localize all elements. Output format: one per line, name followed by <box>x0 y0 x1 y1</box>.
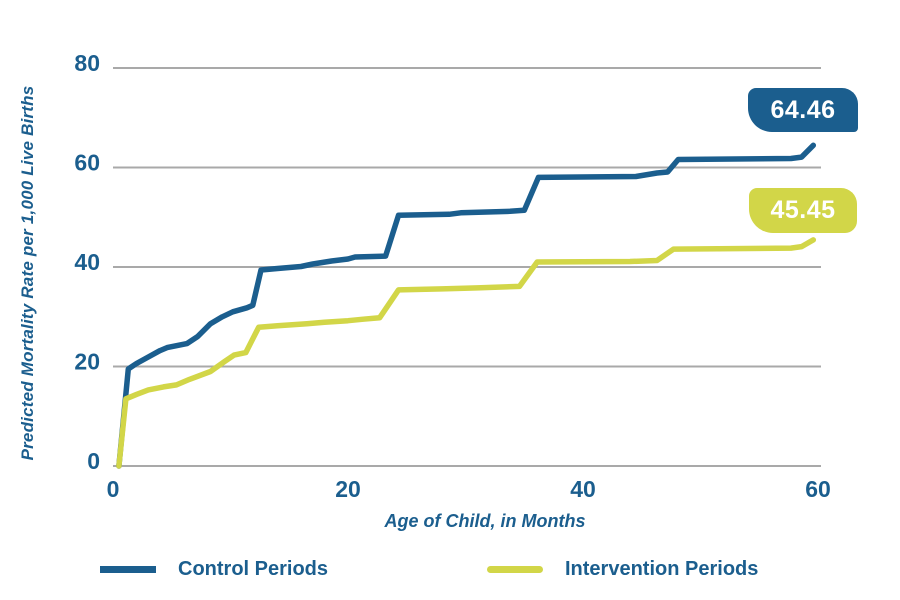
legend-item-intervention: Intervention Periods <box>487 558 758 581</box>
y-tick-label-40: 40 <box>74 249 100 275</box>
legend-label-intervention: Intervention Periods <box>565 558 759 580</box>
legend-label-control: Control Periods <box>178 558 329 580</box>
legend-item-control: Control Periods <box>100 558 328 581</box>
x-tick-label-40: 40 <box>570 476 596 502</box>
intervention-line-swatch-icon <box>487 566 543 573</box>
y-tick-label-0: 0 <box>87 448 100 474</box>
y-tick-label-60: 60 <box>74 150 100 176</box>
control-end-value-badge: 64.46 <box>748 88 858 132</box>
series-line-intervention <box>116 237 817 469</box>
y-tick-label-80: 80 <box>74 50 100 76</box>
x-tick-label-60: 60 <box>805 476 831 502</box>
y-tick-label-20: 20 <box>74 349 100 375</box>
intervention-end-value: 45.45 <box>770 196 836 224</box>
intervention-end-value-badge: 45.45 <box>749 188 857 233</box>
x-tick-label-20: 20 <box>335 476 361 502</box>
series-line-control <box>116 142 817 469</box>
control-end-value: 64.46 <box>770 95 836 124</box>
x-axis-title: Age of Child, in Months <box>384 511 586 531</box>
x-tick-label-0: 0 <box>107 476 120 502</box>
legend: Control Periods Intervention Periods <box>0 558 900 592</box>
control-line-swatch-icon <box>100 566 156 573</box>
y-axis-title: Predicted Mortality Rate per 1,000 Live … <box>18 85 37 461</box>
